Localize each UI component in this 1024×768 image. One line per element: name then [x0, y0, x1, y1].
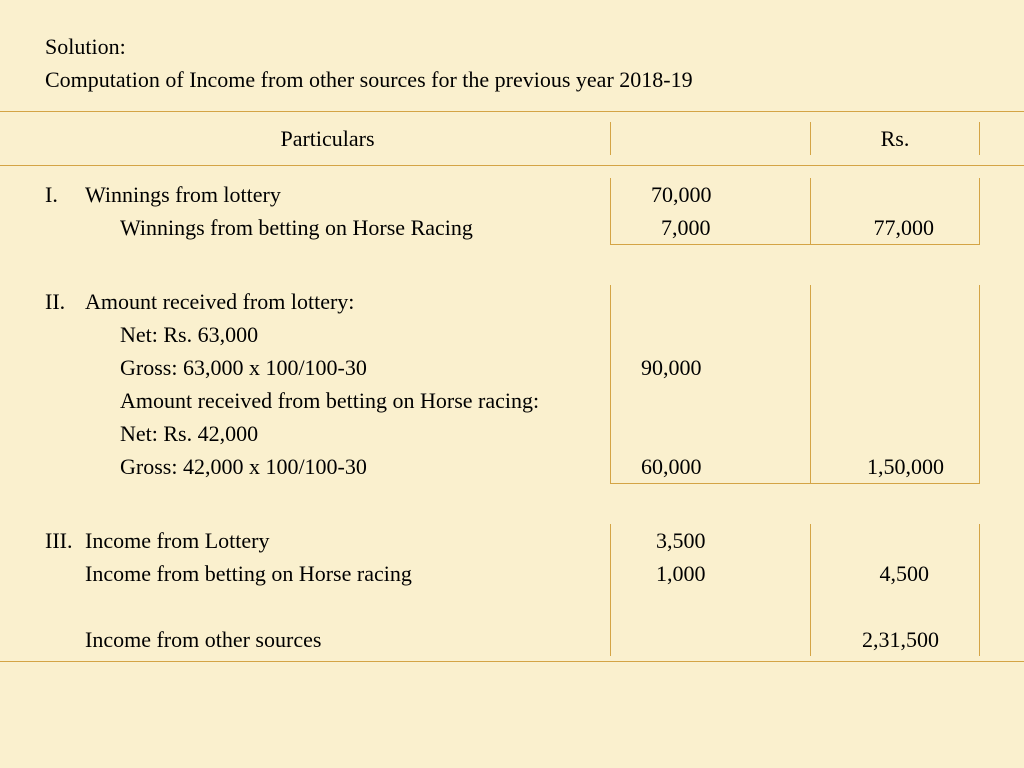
- s3-total: 4,500: [831, 557, 959, 590]
- s2-line6: Gross: 42,000 x 100/100-30: [45, 450, 610, 483]
- section-1: I.Winnings from lottery Winnings from be…: [0, 178, 1024, 244]
- s1-val1: 70,000: [631, 178, 790, 211]
- s3-val1: 3,500: [631, 524, 790, 557]
- roman-2: II.: [45, 285, 85, 318]
- s2-val2: 60,000: [631, 450, 790, 483]
- s1-line2: Winnings from betting on Horse Racing: [45, 211, 610, 244]
- s3-grandtotal: 2,31,500: [831, 623, 959, 656]
- s2-val1: 90,000: [631, 351, 790, 384]
- roman-3: III.: [45, 524, 85, 557]
- document-header: Solution: Computation of Income from oth…: [0, 30, 1024, 111]
- s3-line3: Income from other sources: [45, 623, 610, 656]
- s2-total: 1,50,000: [831, 450, 959, 483]
- col-header-rs: Rs.: [810, 122, 980, 155]
- s2-line2: Net: Rs. 63,000: [45, 318, 610, 351]
- s1-val2: 7,000: [631, 211, 790, 244]
- s2-line5: Net: Rs. 42,000: [45, 417, 610, 450]
- s3-line2: Income from betting on Horse racing: [45, 557, 610, 590]
- bottom-line: [0, 661, 1024, 662]
- s1-total: 77,000: [831, 211, 959, 244]
- col-header-particulars: Particulars: [0, 122, 610, 155]
- s2-line4: Amount received from betting on Horse ra…: [45, 384, 610, 417]
- divider-2: [610, 483, 980, 484]
- s1-line1: Winnings from lottery: [85, 182, 281, 207]
- s3-val2: 1,000: [631, 557, 790, 590]
- s2-line1: Amount received from lottery:: [85, 289, 354, 314]
- section-2: II.Amount received from lottery: Net: Rs…: [0, 285, 1024, 483]
- divider-1: [610, 244, 980, 245]
- computation-table: Particulars Rs. I.Winnings from lottery …: [0, 111, 1024, 662]
- table-header-row: Particulars Rs.: [0, 111, 1024, 166]
- col-header-mid: [610, 122, 810, 155]
- roman-1: I.: [45, 178, 85, 211]
- section-3: III.Income from Lottery Income from bett…: [0, 524, 1024, 656]
- s2-line3: Gross: 63,000 x 100/100-30: [45, 351, 610, 384]
- title: Computation of Income from other sources…: [45, 63, 979, 96]
- s3-line1: Income from Lottery: [85, 528, 270, 553]
- solution-label: Solution:: [45, 30, 979, 63]
